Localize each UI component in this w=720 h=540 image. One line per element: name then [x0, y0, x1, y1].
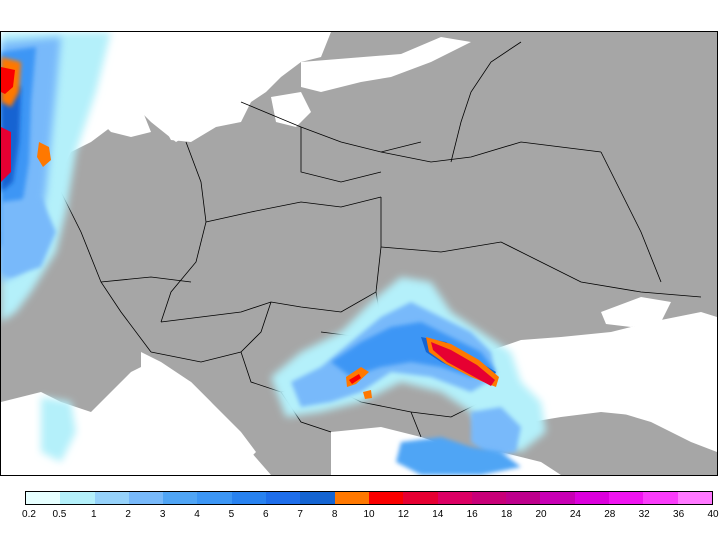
land-area [1, 32, 717, 475]
precipitation-legend-bar [25, 491, 713, 505]
legend-swatch [677, 492, 712, 504]
legend-tick-label: 6 [263, 509, 269, 520]
legend-tick-label: 24 [569, 509, 581, 520]
legend-swatch [94, 492, 129, 504]
legend-swatch [300, 492, 335, 504]
legend-swatch [368, 492, 404, 504]
legend-tick-label: 10 [363, 509, 375, 520]
legend-tick-label: 8 [331, 509, 338, 520]
adriatic-sea [141, 352, 256, 462]
gulf-of-finland [301, 37, 471, 92]
legend-tick-label: 12 [397, 509, 409, 520]
map-canvas [1, 32, 717, 475]
legend-tick-label: 40 [707, 509, 719, 520]
precipitation-legend-labels: 0.2 0.5 1 2 3 4 5 6 7 8 10 12 14 16 18 20 24 28 32 36 40 [22, 509, 719, 525]
legend-swatch [60, 492, 95, 504]
legend-tick-label: 2 [125, 509, 131, 520]
legend-swatch [471, 492, 507, 504]
precipitation-west [1, 32, 111, 322]
sea-of-azov [601, 297, 671, 327]
legend-tick-label: 0.2 [22, 509, 36, 520]
legend-tick-label: 5 [228, 509, 235, 520]
kattegat [96, 92, 151, 137]
baltic-sea [161, 32, 331, 142]
legend-swatch [128, 492, 164, 504]
legend-swatch [643, 492, 678, 504]
legend-tick-label: 7 [297, 509, 303, 520]
ionian-sea [151, 432, 261, 475]
legend-swatch [574, 492, 610, 504]
legend-tick-label: 32 [638, 509, 650, 520]
legend-tick-label: 14 [432, 509, 444, 520]
legend-swatch [609, 492, 644, 504]
legend-swatch [197, 492, 232, 504]
legend-tick-label: 4 [194, 509, 200, 520]
precipitation-east [41, 277, 546, 475]
legend-swatch [540, 492, 575, 504]
legend-swatch [506, 492, 541, 504]
legend-swatch [266, 492, 301, 504]
legend-tick-label: 20 [535, 509, 547, 520]
legend-tick-label: 28 [604, 509, 616, 520]
legend-swatch [437, 492, 472, 504]
legend-tick-label: 0.5 [52, 509, 67, 520]
legend-tick-label: 36 [673, 509, 685, 520]
legend-tick-label: 18 [501, 509, 513, 520]
legend-tick-label: 3 [159, 509, 166, 520]
legend-swatch [403, 492, 438, 504]
legend-swatch [231, 492, 267, 504]
legend-swatch [334, 492, 369, 504]
legend-tick-label: 1 [91, 509, 97, 520]
legend-tick-label: 16 [466, 509, 478, 520]
legend-swatch [26, 492, 61, 504]
legend-swatch [163, 492, 198, 504]
precipitation-map [0, 31, 718, 476]
